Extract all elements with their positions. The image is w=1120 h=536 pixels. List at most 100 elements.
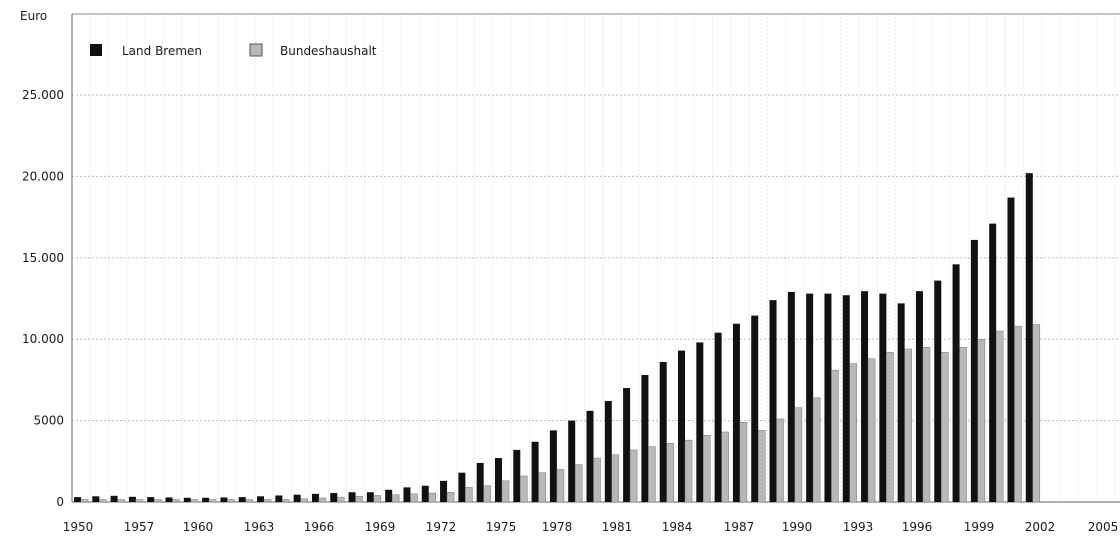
bar-bundeshaushalt xyxy=(1014,325,1022,503)
bar-bundeshaushalt xyxy=(922,347,931,503)
bar-land-bremen xyxy=(348,492,356,502)
bars xyxy=(74,173,1041,503)
bar-land-bremen xyxy=(952,264,960,502)
bar-land-bremen xyxy=(568,420,576,502)
bar-land-bremen xyxy=(549,430,557,502)
bar-bundeshaushalt xyxy=(721,431,729,503)
bar-land-bremen xyxy=(440,480,448,502)
bar-bundeshaushalt xyxy=(227,499,235,503)
bar-bundeshaushalt xyxy=(574,464,583,503)
bar-bundeshaushalt xyxy=(867,358,876,503)
bar-bundeshaushalt xyxy=(831,369,839,503)
bar-bundeshaushalt xyxy=(282,499,290,503)
bar-land-bremen xyxy=(806,293,814,502)
bar-bundeshaushalt xyxy=(318,497,327,503)
bar-land-bremen xyxy=(714,332,722,502)
x-tick-label: 1966 xyxy=(304,520,335,534)
bar-land-bremen xyxy=(110,495,118,502)
bar-land-bremen xyxy=(220,497,228,502)
bar-land-bremen xyxy=(531,441,539,502)
bar-land-bremen xyxy=(1025,173,1033,503)
legend-label-bundeshaushalt: Bundeshaushalt xyxy=(280,44,377,58)
bar-bundeshaushalt xyxy=(263,499,272,503)
bar-bundeshaushalt xyxy=(593,457,601,503)
x-tick-label: 1950 xyxy=(63,520,94,534)
bar-land-bremen xyxy=(641,375,649,502)
y-tick-label: 0 xyxy=(56,495,64,509)
bar-bundeshaushalt xyxy=(208,499,217,503)
bar-bundeshaushalt xyxy=(135,499,144,503)
bar-land-bremen xyxy=(458,472,466,502)
bar-bundeshaushalt xyxy=(172,499,180,503)
bar-land-bremen xyxy=(897,303,905,502)
bar-land-bremen xyxy=(989,223,997,502)
bar-bundeshaushalt xyxy=(391,494,400,503)
x-tick-label: 1981 xyxy=(602,520,633,534)
bar-bundeshaushalt xyxy=(611,454,620,503)
bar-bundeshaushalt xyxy=(337,496,345,503)
bar-bundeshaushalt xyxy=(153,499,162,503)
y-tick-label: 10.000 xyxy=(22,332,64,346)
bar-bundeshaushalt xyxy=(959,347,967,503)
grid xyxy=(72,14,1120,502)
y-axis-unit-label: Euro xyxy=(20,9,47,23)
legend-swatch-bundeshaushalt xyxy=(249,43,263,57)
bar-land-bremen xyxy=(238,497,246,502)
x-tick-label: 1978 xyxy=(542,520,573,534)
bar-bundeshaushalt xyxy=(538,472,546,503)
bar-bundeshaushalt xyxy=(446,491,455,503)
bar-bundeshaushalt xyxy=(428,492,437,503)
bar-land-bremen xyxy=(74,497,81,502)
x-tick-label: 1993 xyxy=(843,520,874,534)
bar-land-bremen xyxy=(165,497,173,502)
bar-bundeshaushalt xyxy=(886,351,894,503)
bar-land-bremen xyxy=(934,280,942,502)
y-tick-label: 15.000 xyxy=(22,251,64,265)
bar-bundeshaushalt xyxy=(355,496,363,503)
bar-land-bremen xyxy=(861,291,869,502)
y-tick-label: 20.000 xyxy=(22,169,64,183)
bar-land-bremen xyxy=(623,388,631,502)
y-tick-label: 25.000 xyxy=(22,88,64,102)
x-tick-label: 1969 xyxy=(365,520,396,534)
bar-bundeshaushalt xyxy=(648,446,656,503)
bar-land-bremen xyxy=(678,350,686,502)
bar-land-bremen xyxy=(257,496,265,502)
bar-bundeshaushalt xyxy=(520,475,528,503)
bar-bundeshaushalt xyxy=(410,493,418,503)
bar-land-bremen xyxy=(476,462,484,502)
bar-bundeshaushalt xyxy=(483,485,491,503)
x-tick-label: 1987 xyxy=(724,520,755,534)
bar-land-bremen xyxy=(824,293,832,502)
x-tick-label: 1990 xyxy=(782,520,813,534)
bar-bundeshaushalt xyxy=(501,480,510,503)
bar-bundeshaushalt xyxy=(684,439,693,503)
bar-bundeshaushalt xyxy=(977,338,986,503)
x-tick-label: 1996 xyxy=(902,520,933,534)
bar-land-bremen xyxy=(293,494,301,502)
bar-bundeshaushalt xyxy=(629,449,638,503)
x-tick-label: 1975 xyxy=(486,520,517,534)
bar-bundeshaushalt xyxy=(703,435,711,503)
y-axis-ticks: 0 5000 10.000 15.000 20.000 25.000 xyxy=(22,88,64,509)
x-tick-label: 1999 xyxy=(964,520,995,534)
bar-land-bremen xyxy=(970,239,978,502)
x-axis-ticks: 1950 1957 1960 1963 1966 1969 1972 1975 1978 1981… xyxy=(63,520,1119,534)
bar-land-bremen xyxy=(732,323,740,502)
bar-bundeshaushalt xyxy=(117,499,125,503)
bar-land-bremen xyxy=(202,497,210,502)
bar-bundeshaushalt xyxy=(794,407,803,503)
bar-bundeshaushalt xyxy=(99,499,107,503)
bar-land-bremen xyxy=(659,361,667,502)
bar-bundeshaushalt xyxy=(666,443,674,503)
bar-bundeshaushalt xyxy=(190,499,199,503)
legend: Land Bremen Bundeshaushalt xyxy=(90,43,377,58)
bar-bundeshaushalt xyxy=(300,498,308,503)
bar-land-bremen xyxy=(494,458,502,502)
bar-land-bremen xyxy=(842,295,850,502)
bar-land-bremen xyxy=(751,315,759,502)
bar-bundeshaushalt xyxy=(849,363,857,503)
bar-land-bremen xyxy=(1007,197,1015,502)
